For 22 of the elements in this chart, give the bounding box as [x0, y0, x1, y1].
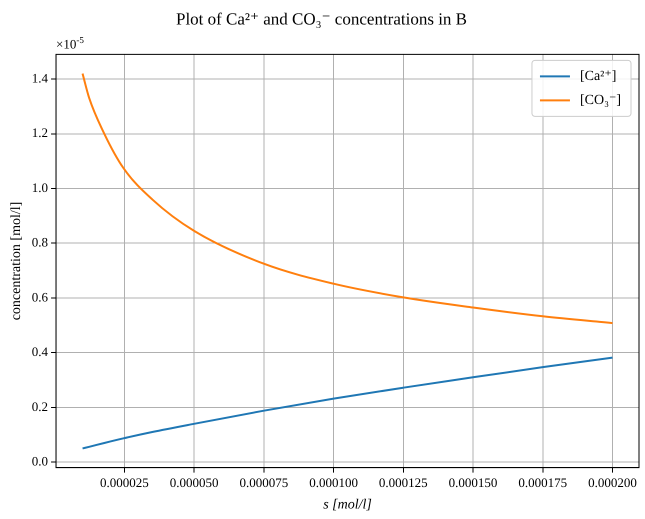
x-tick-label: 0.000025 [100, 474, 149, 490]
x-tick-label: 0.000150 [448, 474, 498, 490]
y-tick-label: 1.0 [32, 180, 48, 195]
y-tick-label: 0.0 [32, 454, 48, 469]
x-tick-label: 0.000200 [588, 474, 637, 490]
y-tick-label: 1.2 [32, 125, 48, 140]
y-tick-label: 0.2 [32, 398, 48, 414]
x-tick-label: 0.000125 [378, 474, 428, 490]
y-tick-label: 0.4 [32, 344, 49, 360]
x-axis-title: s [mol/l] [323, 497, 372, 512]
x-tick-label: 0.000175 [518, 474, 568, 490]
line-series [82, 356, 614, 450]
y-axis-title: concentration [mol/l] [9, 202, 24, 320]
x-tick-label: 0.000050 [170, 474, 218, 490]
y-tick-label: 0.8 [32, 234, 48, 250]
y-tick-label: 1.4 [32, 70, 49, 86]
legend-label: [Ca²⁺] [580, 69, 616, 84]
chart-title: Plot of Ca²⁺ and CO₃⁻ concentrations in B [176, 10, 468, 29]
x-tick-label: 0.000100 [309, 474, 358, 490]
y-tick-label: 0.6 [32, 289, 49, 304]
legend-label: [CO₃⁻] [580, 93, 622, 108]
x-tick-label: 0.000075 [239, 474, 288, 490]
